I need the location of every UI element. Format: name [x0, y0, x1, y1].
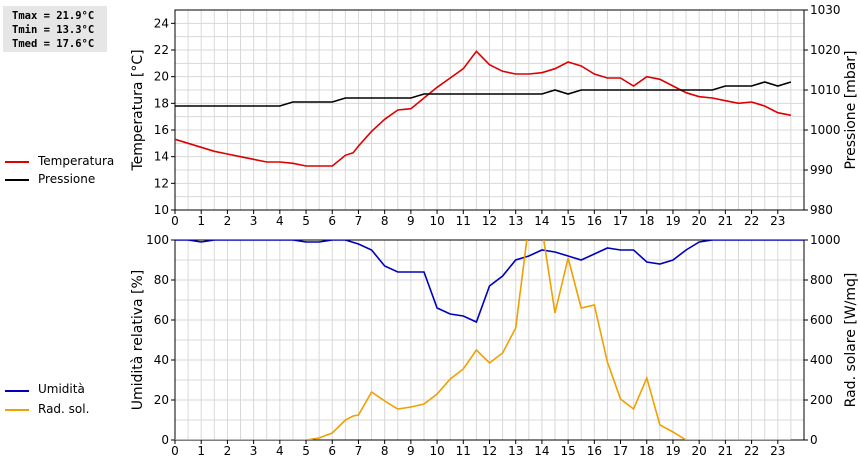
x-tick-label: 17 [613, 444, 628, 458]
y-left-axis-label: Temperatura [°C] [130, 49, 146, 171]
x-tick-label: 7 [355, 214, 363, 228]
series-line-temperatura [175, 50, 792, 167]
x-tick-label: 23 [770, 214, 785, 228]
x-tick-label: 8 [381, 444, 389, 458]
x-tick-label: 11 [456, 444, 471, 458]
x-tick-label: 0 [171, 444, 179, 458]
x-tick-label: 16 [587, 444, 602, 458]
x-tick-label: 16 [587, 214, 602, 228]
x-tick-label: 9 [407, 444, 415, 458]
x-tick-label: 4 [276, 444, 284, 458]
legend-radiation-label: Rad. sol. [38, 402, 90, 416]
x-tick-label: 18 [639, 444, 654, 458]
y-right-tick-label: 1030 [810, 3, 841, 17]
y-left-tick-label: 24 [154, 16, 169, 30]
legend-radiation-line [5, 409, 29, 411]
x-tick-label: 8 [381, 214, 389, 228]
x-tick-label: 2 [224, 214, 232, 228]
y-right-tick-label: 1020 [810, 43, 841, 57]
legend-temperature-label: Temperatura [38, 154, 115, 168]
y-left-tick-label: 40 [154, 353, 169, 367]
stats-box: Tmax = 21.9°C Tmin = 13.3°C Tmed = 17.6°… [3, 6, 107, 52]
x-tick-label: 15 [560, 214, 575, 228]
y-right-tick-label: 1010 [810, 83, 841, 97]
x-tick-label: 12 [482, 214, 497, 228]
y-right-tick-label: 0 [810, 433, 818, 447]
x-tick-label: 13 [508, 444, 523, 458]
series-line-rad-sol- [175, 240, 791, 440]
x-tick-label: 5 [302, 214, 310, 228]
x-tick-label: 10 [429, 214, 444, 228]
x-tick-label: 20 [692, 214, 707, 228]
y-left-tick-label: 20 [154, 393, 169, 407]
x-tick-label: 6 [328, 444, 336, 458]
x-tick-label: 12 [482, 444, 497, 458]
series-line-pressione [175, 81, 792, 107]
x-tick-label: 18 [639, 214, 654, 228]
x-tick-label: 9 [407, 214, 415, 228]
x-tick-label: 4 [276, 214, 284, 228]
stat-tmax: Tmax = 21.9°C [12, 10, 95, 22]
stat-tmed: Tmed = 17.6°C [12, 38, 95, 50]
x-tick-label: 19 [665, 214, 680, 228]
x-tick-label: 1 [197, 444, 205, 458]
plot-1: 0 1 2 3 4 5 6 7 8 9 10 11 12 13 14 15 16 17 18 19 20 21 22 2302… [130, 233, 859, 458]
y-left-tick-label: 22 [154, 43, 169, 57]
x-tick-label: 22 [744, 444, 759, 458]
x-tick-label: 1 [197, 214, 205, 228]
x-tick-label: 6 [328, 214, 336, 228]
x-tick-label: 17 [613, 214, 628, 228]
x-tick-label: 23 [770, 444, 785, 458]
y-left-tick-label: 18 [154, 96, 169, 110]
x-tick-label: 3 [250, 214, 258, 228]
y-right-tick-label: 400 [810, 353, 833, 367]
legend-pressure-line [5, 179, 29, 181]
y-left-tick-label: 80 [154, 273, 169, 287]
x-tick-label: 21 [718, 444, 733, 458]
legend-humidity-label: Umidità [38, 382, 85, 396]
y-right-tick-label: 600 [810, 313, 833, 327]
y-left-tick-label: 20 [154, 70, 169, 84]
stat-tmin: Tmin = 13.3°C [12, 24, 95, 36]
legend-temperature-line [5, 161, 29, 163]
plot-0: 0 1 2 3 4 5 6 7 8 9 10 11 12 13 14 15 16 17 18 19 20 21 22 2310… [130, 3, 859, 228]
y-left-tick-label: 16 [154, 123, 169, 137]
y-right-axis-label: Pressione [mbar] [843, 50, 859, 169]
y-right-axis-label: Rad. solare [W/mq] [843, 273, 859, 408]
x-tick-label: 22 [744, 214, 759, 228]
x-tick-label: 19 [665, 444, 680, 458]
x-tick-label: 14 [534, 214, 549, 228]
y-right-tick-label: 1000 [810, 123, 841, 137]
y-left-tick-label: 100 [146, 233, 169, 247]
y-left-tick-label: 14 [154, 150, 169, 164]
x-tick-label: 11 [456, 214, 471, 228]
x-tick-label: 10 [429, 444, 444, 458]
y-left-tick-label: 0 [161, 433, 169, 447]
y-right-tick-label: 980 [810, 203, 833, 217]
x-tick-label: 13 [508, 214, 523, 228]
x-tick-label: 3 [250, 444, 258, 458]
y-left-axis-label: Umidità relativa [%] [130, 270, 146, 411]
y-right-tick-label: 200 [810, 393, 833, 407]
y-left-tick-label: 12 [154, 176, 169, 190]
x-tick-label: 20 [692, 444, 707, 458]
series-line-umidit- [175, 240, 804, 324]
legend-pressure-label: Pressione [38, 172, 96, 186]
x-tick-label: 2 [224, 444, 232, 458]
x-tick-label: 14 [534, 444, 549, 458]
y-right-tick-label: 990 [810, 163, 833, 177]
y-right-tick-label: 800 [810, 273, 833, 287]
x-tick-label: 0 [171, 214, 179, 228]
y-left-tick-label: 60 [154, 313, 169, 327]
x-tick-label: 15 [560, 444, 575, 458]
y-left-tick-label: 10 [154, 203, 169, 217]
y-right-tick-label: 1000 [810, 233, 841, 247]
x-tick-label: 7 [355, 444, 363, 458]
x-tick-label: 21 [718, 214, 733, 228]
legend-humidity-line [5, 390, 29, 392]
x-tick-label: 5 [302, 444, 310, 458]
